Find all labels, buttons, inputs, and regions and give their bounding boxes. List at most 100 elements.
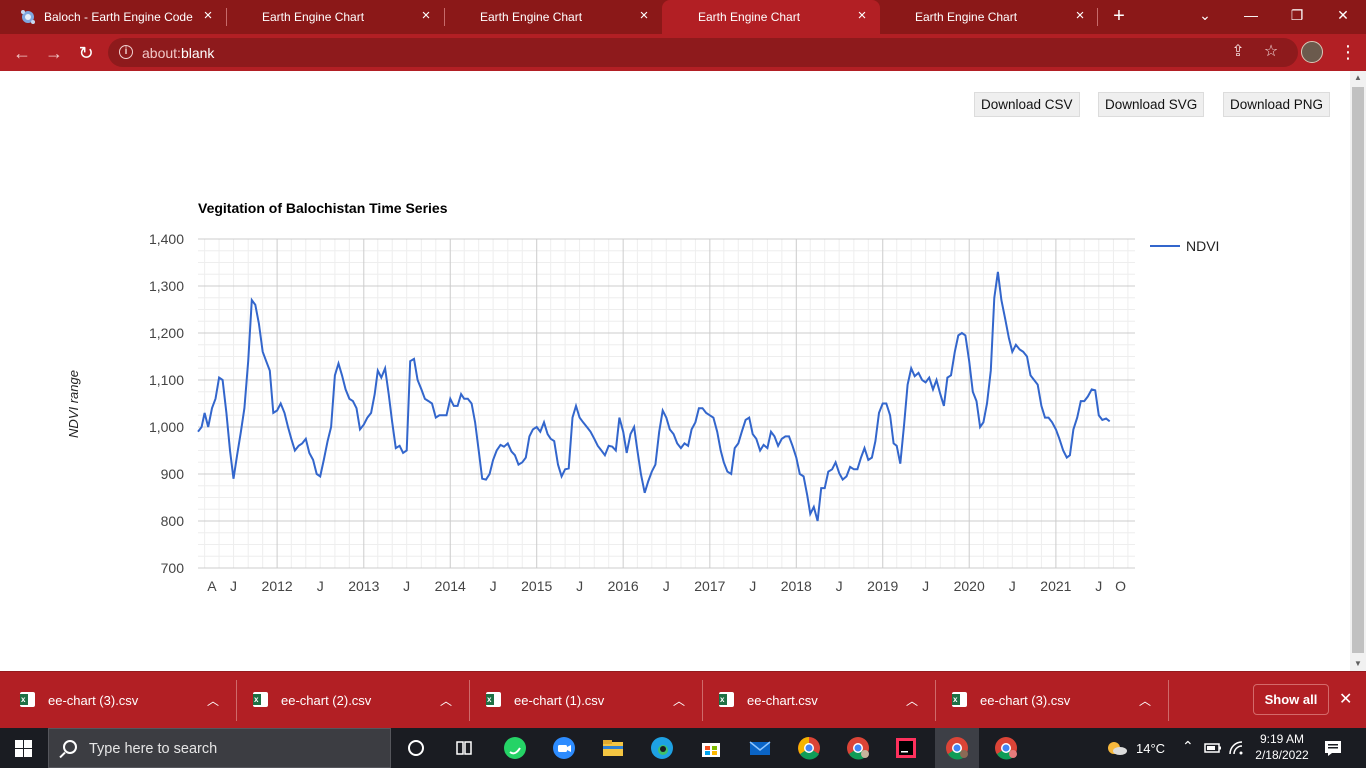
- x-tick-label: 2017: [694, 578, 725, 594]
- legend-label-ndvi: NDVI: [1186, 238, 1219, 254]
- search-icon: [63, 740, 77, 754]
- x-tick-label: J: [576, 578, 583, 594]
- tab-chart-2[interactable]: Earth Engine Chart ×: [444, 0, 662, 34]
- chrome-icon[interactable]: [795, 734, 823, 762]
- download-file-name: ee-chart (1).csv: [514, 693, 605, 708]
- tab-code-editor[interactable]: Baloch - Earth Engine Code E ×: [0, 0, 226, 34]
- tab-chart-4[interactable]: Earth Engine Chart ×: [880, 0, 1098, 34]
- edge-icon[interactable]: [648, 734, 676, 762]
- excel-file-icon: x: [719, 692, 734, 707]
- new-tab-button[interactable]: +: [1113, 5, 1125, 27]
- download-png-button[interactable]: Download PNG: [1223, 92, 1331, 117]
- clock-time: 9:19 AM: [1259, 732, 1305, 746]
- browser-toolbar: ← → ↻ i about:blank ⇪ ☆ ⋮: [0, 34, 1366, 71]
- y-axis-label: NDVI range: [66, 370, 81, 438]
- tab-separator: [444, 8, 445, 26]
- store-icon[interactable]: [697, 734, 725, 762]
- chart-title: Vegitation of Balochistan Time Series: [198, 200, 448, 216]
- y-tick-label: 700: [161, 560, 185, 576]
- zoom-icon[interactable]: [550, 734, 578, 762]
- download-item[interactable]: x ee-chart (1).csv ︿: [466, 672, 699, 729]
- restore-icon[interactable]: ❐: [1290, 7, 1304, 23]
- download-item[interactable]: x ee-chart.csv ︿: [699, 672, 932, 729]
- page-scrollbar[interactable]: ▲ ▼: [1350, 71, 1366, 671]
- download-separator: [236, 680, 237, 721]
- forward-icon[interactable]: →: [45, 43, 63, 63]
- tab-close-icon[interactable]: ×: [639, 7, 649, 24]
- x-tick-label: J: [403, 578, 410, 594]
- chart-minor-gridlines: [198, 239, 1135, 568]
- tab-close-icon[interactable]: ×: [1075, 7, 1085, 24]
- wifi-icon[interactable]: [1228, 740, 1244, 756]
- windows-start-icon[interactable]: [15, 740, 32, 757]
- weather-temperature[interactable]: 14°C: [1136, 741, 1166, 756]
- url-main: blank: [180, 45, 215, 61]
- tab-chart-1[interactable]: Earth Engine Chart ×: [226, 0, 444, 34]
- tab-close-icon[interactable]: ×: [421, 7, 431, 24]
- y-tick-label: 1,300: [149, 278, 184, 294]
- download-csv-button[interactable]: Download CSV: [974, 92, 1080, 117]
- x-tick-label: J: [836, 578, 843, 594]
- site-info-icon[interactable]: i: [119, 45, 133, 59]
- bookmark-star-icon[interactable]: ☆: [1263, 43, 1279, 60]
- address-bar[interactable]: i about:blank ⇪ ☆: [108, 38, 1298, 67]
- tab-chart-3-active[interactable]: Earth Engine Chart ×: [662, 0, 880, 34]
- tab-title: Earth Engine Chart: [480, 10, 583, 24]
- system-clock[interactable]: 9:19 AM 2/18/2022: [1248, 731, 1316, 763]
- chevron-up-icon[interactable]: ︿: [439, 694, 452, 708]
- chevron-up-icon[interactable]: ︿: [1138, 694, 1151, 708]
- chevron-up-icon[interactable]: ︿: [206, 694, 219, 708]
- taskbar-search-box[interactable]: Type here to search: [48, 728, 391, 768]
- whatsapp-icon[interactable]: [501, 734, 529, 762]
- minimize-icon[interactable]: —: [1244, 7, 1258, 23]
- y-tick-label: 1,200: [149, 325, 184, 341]
- tab-title: Earth Engine Chart: [698, 10, 801, 24]
- x-tick-label: J: [922, 578, 929, 594]
- x-tick-label: 2018: [781, 578, 812, 594]
- download-file-name: ee-chart (3).csv: [980, 693, 1071, 708]
- back-icon[interactable]: ←: [13, 43, 31, 63]
- mail-icon[interactable]: [746, 734, 774, 762]
- share-icon[interactable]: ⇪: [1231, 43, 1245, 60]
- download-item[interactable]: x ee-chart (3).csv ︿: [0, 672, 233, 729]
- download-item[interactable]: x ee-chart (2).csv ︿: [233, 672, 466, 729]
- x-tick-label: 2019: [867, 578, 898, 594]
- close-window-icon[interactable]: ✕: [1337, 7, 1349, 23]
- chrome-profile-icon[interactable]: [844, 734, 872, 762]
- scroll-up-icon[interactable]: ▲: [1354, 73, 1362, 82]
- weather-sun-icon[interactable]: [1106, 740, 1128, 756]
- tab-title: Earth Engine Chart: [915, 10, 1018, 24]
- tray-chevron-up-icon[interactable]: ⌃: [1182, 738, 1194, 754]
- chrome-active-icon[interactable]: [943, 734, 971, 762]
- tab-close-icon[interactable]: ×: [203, 7, 213, 24]
- scrollbar-thumb[interactable]: [1352, 87, 1364, 653]
- download-file-name: ee-chart.csv: [747, 693, 818, 708]
- y-tick-label: 1,100: [149, 372, 184, 388]
- download-svg-button[interactable]: Download SVG: [1098, 92, 1205, 117]
- url-text[interactable]: about:blank: [142, 45, 214, 61]
- task-view-icon[interactable]: [450, 734, 478, 762]
- cortana-icon[interactable]: [402, 734, 430, 762]
- y-axis-tick-labels: 700 800 900 1,000 1,100 1,200 1,300 1,400: [149, 231, 184, 576]
- notifications-icon[interactable]: [1324, 740, 1342, 756]
- tab-close-icon[interactable]: ×: [857, 7, 867, 24]
- battery-icon[interactable]: [1204, 741, 1222, 755]
- profile-avatar-icon[interactable]: [1301, 41, 1323, 63]
- chrome-second-icon[interactable]: [992, 734, 1020, 762]
- download-separator: [1168, 680, 1169, 721]
- windows-taskbar: Type here to search 14°C ⌃ 9:19 AM 2/18/…: [0, 728, 1366, 768]
- reload-icon[interactable]: ↻: [78, 43, 94, 63]
- show-all-downloads-button[interactable]: Show all: [1253, 684, 1329, 715]
- file-explorer-icon[interactable]: [599, 734, 627, 762]
- close-downloads-icon[interactable]: ✕: [1339, 691, 1353, 708]
- excel-file-icon: x: [486, 692, 501, 707]
- intellij-icon[interactable]: [892, 734, 920, 762]
- menu-kebab-icon[interactable]: ⋮: [1339, 42, 1357, 62]
- x-tick-label: 2014: [435, 578, 466, 594]
- tab-search-icon[interactable]: ⌄: [1199, 7, 1211, 23]
- download-item[interactable]: x ee-chart (3).csv ︿: [932, 672, 1165, 729]
- chevron-up-icon[interactable]: ︿: [905, 694, 918, 708]
- x-tick-label: J: [230, 578, 237, 594]
- chevron-up-icon[interactable]: ︿: [672, 694, 685, 708]
- scroll-down-icon[interactable]: ▼: [1354, 659, 1362, 668]
